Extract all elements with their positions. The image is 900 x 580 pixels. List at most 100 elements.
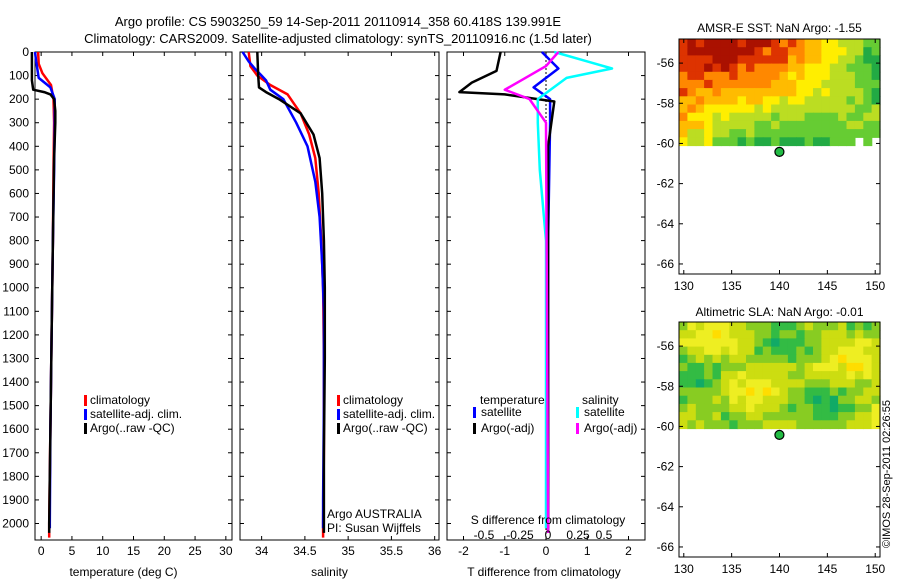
heatmap-cell [704,55,714,65]
heatmap-cell [796,104,806,114]
heatmap-cell [754,346,764,356]
heatmap-cell [863,379,873,389]
heatmap-cell [754,79,764,89]
heatmap-cell [762,346,772,356]
heatmap-cell [854,338,864,348]
heatmap-cell [779,55,789,65]
heatmap-cell [787,63,797,73]
heatmap-cell [704,354,714,364]
sst-heatmap-cells [679,39,881,147]
heatmap-cell [704,104,714,114]
heatmap-cell [762,387,772,397]
heatmap-cell [829,412,839,421]
x-tick-label: 2 [625,544,632,558]
heatmap-cell [712,420,722,430]
y-tick-label: 1300 [2,351,29,365]
heatmap-cell [712,47,722,56]
heatmap-cell [863,346,873,356]
heatmap-cell [871,322,881,331]
heatmap-cell [838,79,848,89]
heatmap-cell [720,47,730,56]
heatmap-cell [762,362,772,372]
heatmap-cell [854,47,864,56]
heatmap-cell [813,371,822,380]
heatmap-cell [704,338,714,348]
legend-label: satellite [481,405,522,419]
x-tick-label: 145 [817,562,837,576]
heatmap-cell [746,39,755,48]
heatmap-cell [787,71,797,81]
heatmap-cell [854,112,864,122]
heatmap-cell [746,346,755,356]
heatmap-cell [779,79,789,89]
heatmap-cell [787,338,797,348]
heatmap-cell [863,63,873,73]
heatmap-cell [746,112,755,122]
heatmap-cell [854,322,864,331]
y-tick-label: -66 [657,257,675,271]
legend-swatch [576,407,579,418]
y-tick-label: -66 [657,540,675,554]
heatmap-cell [720,362,730,372]
heatmap-cell [729,88,739,97]
heatmap-cell [804,346,814,356]
legend-label: satellite-adj. clim. [343,407,435,421]
heatmap-cell [679,47,688,56]
heatmap-cell [704,120,714,130]
heatmap-cell [737,395,747,405]
heatmap-cell [720,371,730,380]
heatmap-cell [720,387,730,397]
heatmap-cell [779,330,789,339]
heatmap-cell [821,137,831,147]
heatmap-cell [762,79,772,89]
heatmap-cell [771,387,781,397]
heatmap-cell [779,379,789,389]
x-tick-label: 1 [584,544,591,558]
y-tick-label: 1600 [2,422,29,436]
heatmap-cell [729,403,739,413]
heatmap-cell [821,354,831,364]
heatmap-cell [746,371,755,380]
heatmap-cell [762,96,772,106]
heatmap-cell [737,104,747,114]
heatmap-cell [687,395,697,405]
heatmap-cell [695,330,705,339]
x-tick-label: 130 [674,562,694,576]
heatmap-cell [829,55,839,65]
x-tick-label: 34.5 [293,544,317,558]
heatmap-cell [729,47,739,56]
heatmap-cell [720,120,730,130]
heatmap-cell [704,112,714,122]
heatmap-cell [846,47,856,56]
y-tick-label: 1200 [2,328,29,342]
heatmap-cell [821,63,831,73]
heatmap-cell [729,412,739,421]
heatmap-cell [863,137,873,147]
heatmap-cell [679,88,688,97]
heatmap-cell [854,71,864,81]
legend-label: Argo(-adj) [481,421,534,435]
heatmap-cell [796,395,806,405]
heatmap-cell [871,379,881,389]
heatmap-cell [762,47,772,56]
sla-map: Altimetric SLA: NaN Argo: -0.01 130 135 140… [657,305,886,576]
heatmap-cell [687,362,697,372]
heatmap-cell [779,412,789,421]
heatmap-cell [779,371,789,380]
heatmap-cell [762,420,772,430]
heatmap-cell [704,71,714,81]
heatmap-cell [737,79,747,89]
heatmap-cell [787,346,797,356]
heatmap-cell [854,129,864,138]
heatmap-cell [796,129,806,138]
heatmap-cell [729,55,739,65]
legend-swatch [84,395,87,406]
y-tick-label: 2000 [2,516,29,530]
heatmap-cell [829,137,839,147]
heatmap-cell [737,47,747,56]
heatmap-cell [846,395,856,405]
heatmap-cell [796,137,806,147]
heatmap-cell [821,47,831,56]
heatmap-cell [687,330,697,339]
heatmap-cell [737,338,747,348]
